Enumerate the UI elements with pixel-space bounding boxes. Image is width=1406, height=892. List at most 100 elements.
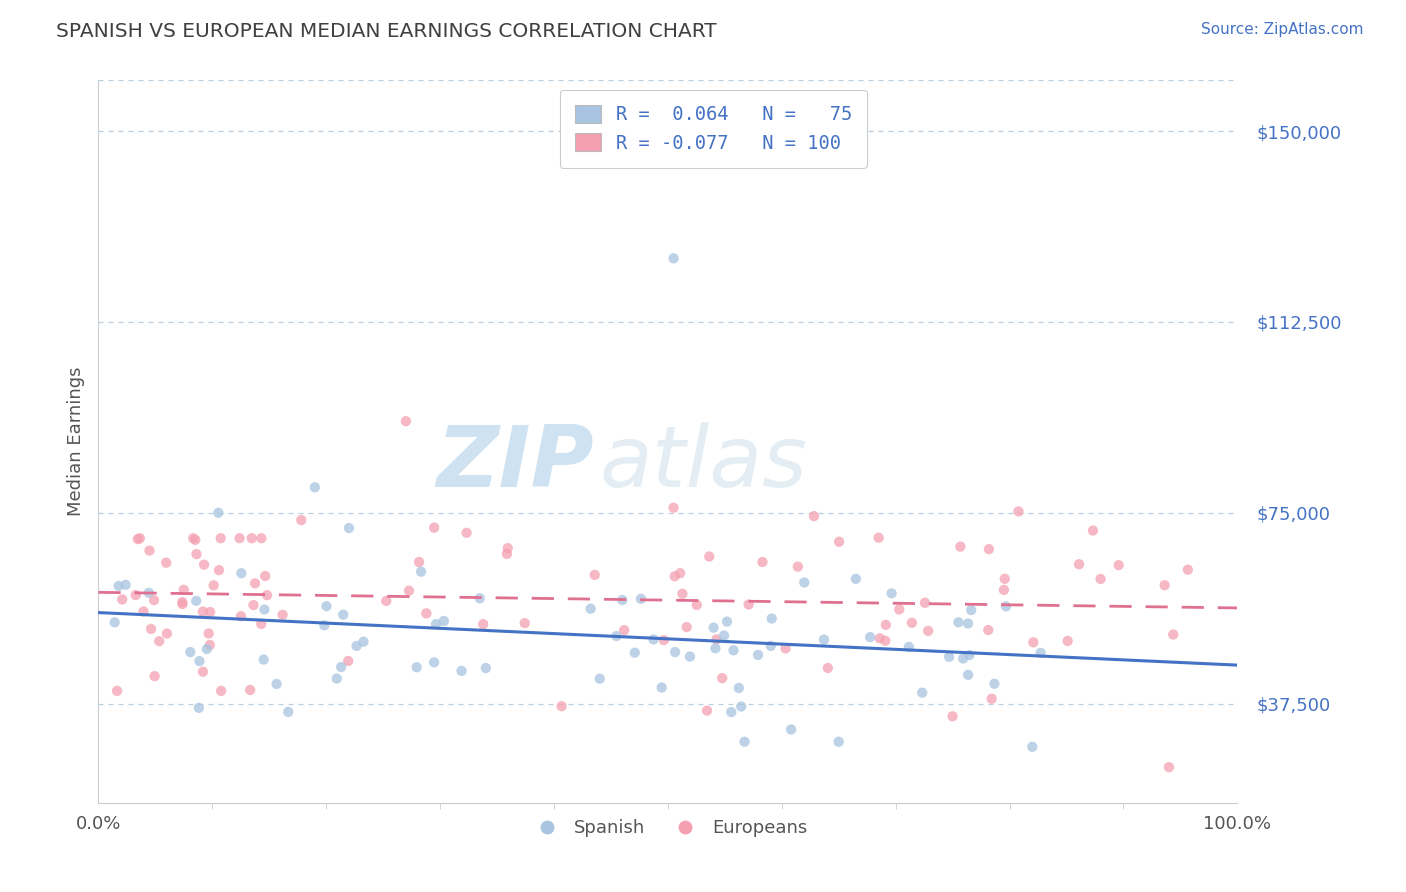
Point — [353, 634, 375, 648]
Point — [139, 622, 162, 636]
Point — [250, 616, 273, 631]
Point — [675, 620, 697, 634]
Point — [780, 723, 803, 737]
Point — [1161, 627, 1184, 641]
Point — [253, 652, 276, 666]
Point — [828, 534, 851, 549]
Point — [209, 531, 232, 545]
Point — [468, 591, 491, 606]
Point — [1029, 646, 1052, 660]
Point — [1157, 760, 1180, 774]
Point — [114, 578, 136, 592]
Point — [191, 605, 214, 619]
Point — [188, 654, 211, 668]
Point — [395, 414, 418, 428]
Point — [605, 629, 627, 643]
Point — [337, 654, 360, 668]
Point — [128, 531, 150, 545]
Point — [957, 648, 980, 662]
Point — [513, 616, 536, 631]
Point — [186, 547, 208, 561]
Point — [240, 531, 263, 545]
Point — [179, 645, 201, 659]
Point — [734, 735, 756, 749]
Point — [960, 603, 983, 617]
Point — [583, 568, 606, 582]
Point — [948, 615, 970, 630]
Point — [425, 617, 447, 632]
Point — [723, 643, 745, 657]
Point — [266, 677, 288, 691]
Point — [652, 633, 675, 648]
Point — [917, 624, 939, 638]
Point — [256, 588, 278, 602]
Point — [942, 709, 965, 723]
Point — [993, 582, 1015, 597]
Point — [651, 681, 673, 695]
Point — [290, 513, 312, 527]
Point — [696, 704, 718, 718]
Point — [664, 569, 686, 583]
Point — [155, 556, 177, 570]
Point — [197, 626, 219, 640]
Point — [787, 559, 810, 574]
Point — [125, 588, 148, 602]
Point — [889, 602, 911, 616]
Point — [475, 661, 498, 675]
Point — [1090, 572, 1112, 586]
Point — [143, 593, 166, 607]
Point — [229, 609, 252, 624]
Point — [1108, 558, 1130, 573]
Point — [496, 541, 519, 556]
Point — [775, 641, 797, 656]
Point — [1007, 504, 1029, 518]
Point — [1067, 558, 1090, 572]
Point — [875, 617, 897, 632]
Point — [613, 623, 636, 637]
Point — [761, 611, 783, 625]
Point — [127, 532, 149, 546]
Point — [914, 596, 936, 610]
Point — [243, 576, 266, 591]
Point — [662, 500, 685, 515]
Point — [803, 509, 825, 524]
Point — [450, 664, 472, 678]
Point — [423, 656, 446, 670]
Point — [332, 607, 354, 622]
Point — [107, 579, 129, 593]
Point — [184, 533, 207, 547]
Point — [423, 520, 446, 534]
Point — [828, 735, 851, 749]
Point — [1153, 578, 1175, 592]
Point — [977, 623, 1000, 637]
Point — [104, 615, 127, 630]
Point — [1056, 634, 1078, 648]
Point — [346, 639, 368, 653]
Point — [187, 701, 209, 715]
Point — [207, 506, 229, 520]
Point — [208, 563, 231, 577]
Point — [669, 566, 692, 581]
Point — [1022, 635, 1045, 649]
Point — [408, 555, 430, 569]
Point — [209, 684, 232, 698]
Point — [315, 599, 337, 614]
Point — [132, 605, 155, 619]
Point — [250, 531, 273, 545]
Point — [156, 626, 179, 640]
Point — [193, 558, 215, 572]
Point — [868, 531, 890, 545]
Point — [105, 684, 128, 698]
Point — [239, 683, 262, 698]
Point — [579, 601, 602, 615]
Point — [949, 540, 972, 554]
Point — [697, 549, 720, 564]
Point — [612, 593, 634, 607]
Point — [747, 648, 769, 662]
Point — [845, 572, 868, 586]
Point — [994, 572, 1017, 586]
Point — [977, 542, 1000, 557]
Point — [911, 686, 934, 700]
Point — [202, 578, 225, 592]
Point — [496, 547, 519, 561]
